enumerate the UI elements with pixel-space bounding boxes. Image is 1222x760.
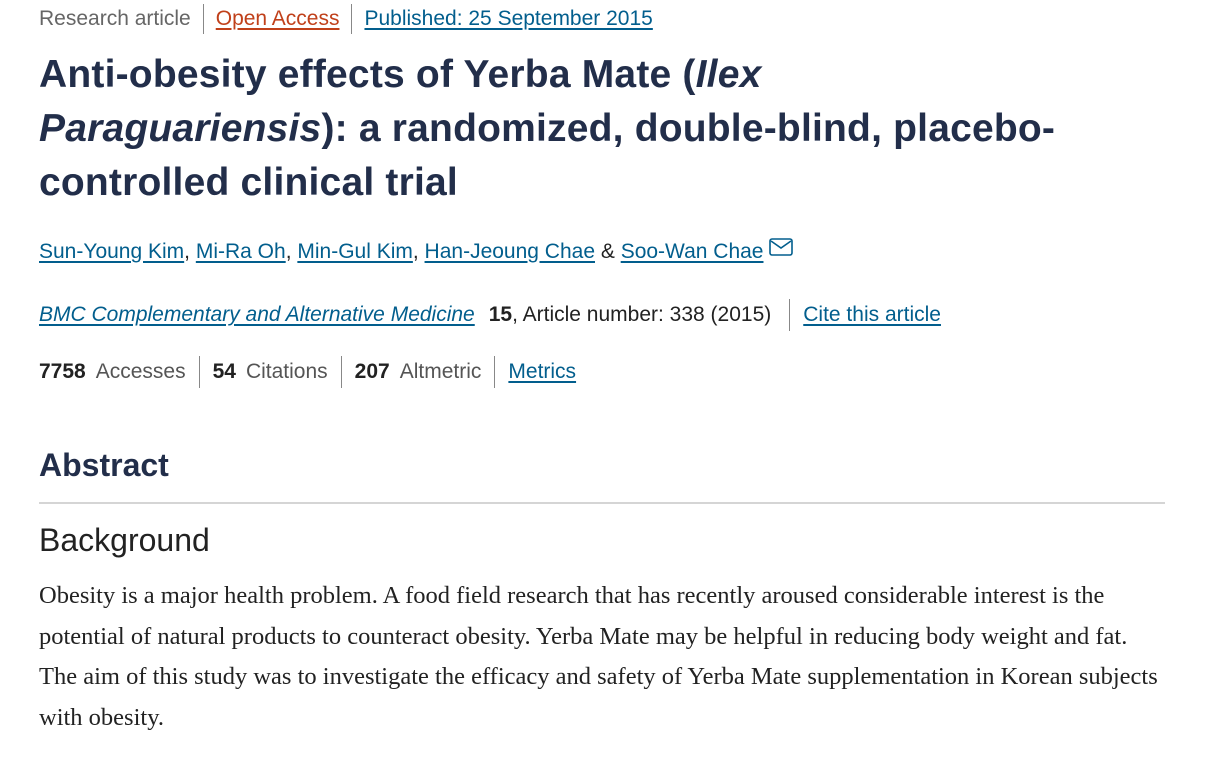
- author-link[interactable]: Soo-Wan Chae: [620, 240, 764, 263]
- author-link[interactable]: Min-Gul Kim: [297, 240, 413, 263]
- background-text: Obesity is a major health problem. A foo…: [39, 582, 1158, 731]
- article-meta: Research article Open Access Published: …: [39, 4, 665, 34]
- background-heading: Background: [39, 522, 210, 558]
- journal-volume: 15: [488, 303, 513, 326]
- abstract-heading: Abstract: [39, 447, 1165, 504]
- author-list: Sun-Young Kim, Mi-Ra Oh, Min-Gul Kim, Ha…: [39, 238, 794, 264]
- article-title: Anti-obesity effects of Yerba Mate (Ilex…: [39, 53, 1056, 204]
- article-metrics: 7758 Accesses 54 Citations 207 Altmetric Me…: [39, 356, 589, 388]
- author-link[interactable]: Sun-Young Kim: [39, 240, 185, 263]
- journal-link[interactable]: BMC Complementary and Alternative Medici…: [39, 303, 475, 326]
- citations-metric: 54 Citations: [198, 356, 341, 388]
- article-number: , Article number: 338 (2015): [512, 303, 772, 326]
- author-link[interactable]: Han-Jeoung Chae: [424, 240, 595, 263]
- cite-article-link[interactable]: Cite this article: [803, 303, 941, 326]
- envelope-icon[interactable]: [769, 238, 794, 256]
- metrics-link[interactable]: Metrics: [508, 360, 577, 383]
- accesses-metric: 7758 Accesses: [39, 360, 186, 383]
- open-access-link[interactable]: Open Access: [215, 7, 340, 30]
- published-date-link[interactable]: Published: 25 September 2015: [364, 7, 653, 30]
- journal-info: BMC Complementary and Alternative Medici…: [39, 299, 941, 331]
- author-link[interactable]: Mi-Ra Oh: [195, 240, 286, 263]
- altmetric-metric: 207 Altmetric: [340, 356, 495, 388]
- article-type: Research article: [39, 7, 191, 30]
